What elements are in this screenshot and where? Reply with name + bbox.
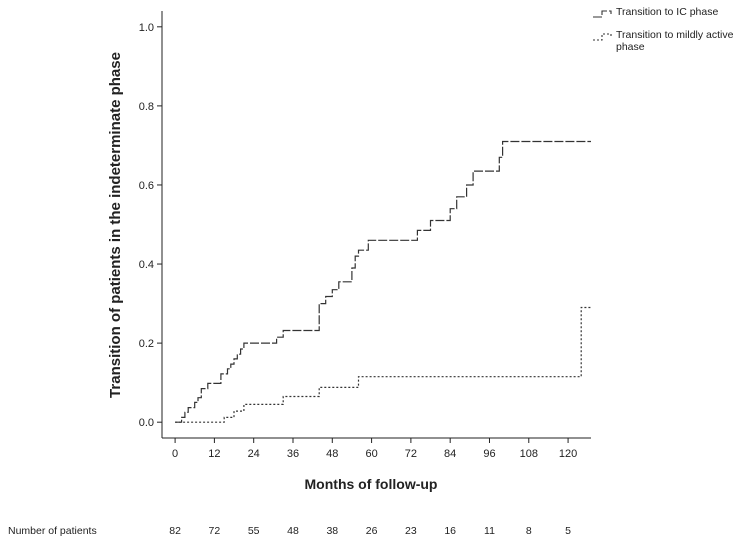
x-tick-label-0: 0 [172,448,178,460]
risk-table: Number of patients 82 72 55 48 38 26 23 16 11 8 5 [8,525,571,537]
x-tick-label-96: 96 [483,448,495,460]
risk-count-12: 72 [209,525,221,537]
legend-swatch-mildly-active-phase [593,33,612,41]
series-line-ic-phase [175,140,591,423]
y-tick-label-5: 1.0 [139,22,154,34]
risk-count-0: 82 [169,525,181,537]
y-tick-label-2: 0.4 [139,259,154,271]
risk-count-96: 11 [484,525,495,537]
risk-count-36: 48 [287,525,299,537]
x-axis-label: Months of follow-up [305,476,438,492]
risk-count-72: 23 [405,525,417,537]
x-tick-label-12: 12 [208,448,220,460]
series-layer [175,140,591,423]
legend-label-mildly-active-phase: Transition to mildly active phase [616,29,734,53]
axes: 0 12 24 36 48 60 72 84 96 108 120 0.0 0.2 0.4 0.6 0.8 1.… [139,11,591,460]
risk-count-84: 16 [444,525,456,537]
x-tick-label-36: 36 [287,448,299,460]
x-tick-label-108: 108 [520,448,538,460]
y-tick-label-1: 0.2 [139,338,154,350]
legend-label-ic-phase: Transition to IC phase [616,6,718,18]
y-tick-label-4: 0.8 [139,101,154,113]
legend-swatch-ic-phase [593,10,612,18]
x-tick-label-48: 48 [326,448,338,460]
legend: Transition to IC phase Transition to mild… [593,6,734,53]
risk-count-120: 5 [565,525,571,537]
x-tick-label-72: 72 [405,448,417,460]
risk-table-label: Number of patients [8,525,97,537]
y-axis-label: Transition of patients in the indetermin… [107,52,124,398]
y-tick-label-3: 0.6 [139,180,154,192]
x-tick-label-84: 84 [444,448,456,460]
risk-count-48: 38 [326,525,338,537]
risk-count-24: 55 [248,525,260,537]
x-tick-label-120: 120 [559,448,577,460]
risk-count-108: 8 [526,525,532,537]
series-line-mildly-active-phase [175,306,591,423]
x-tick-label-24: 24 [248,448,260,460]
risk-count-60: 26 [366,525,378,537]
y-tick-label-0: 0.0 [139,417,154,429]
x-tick-label-60: 60 [365,448,377,460]
